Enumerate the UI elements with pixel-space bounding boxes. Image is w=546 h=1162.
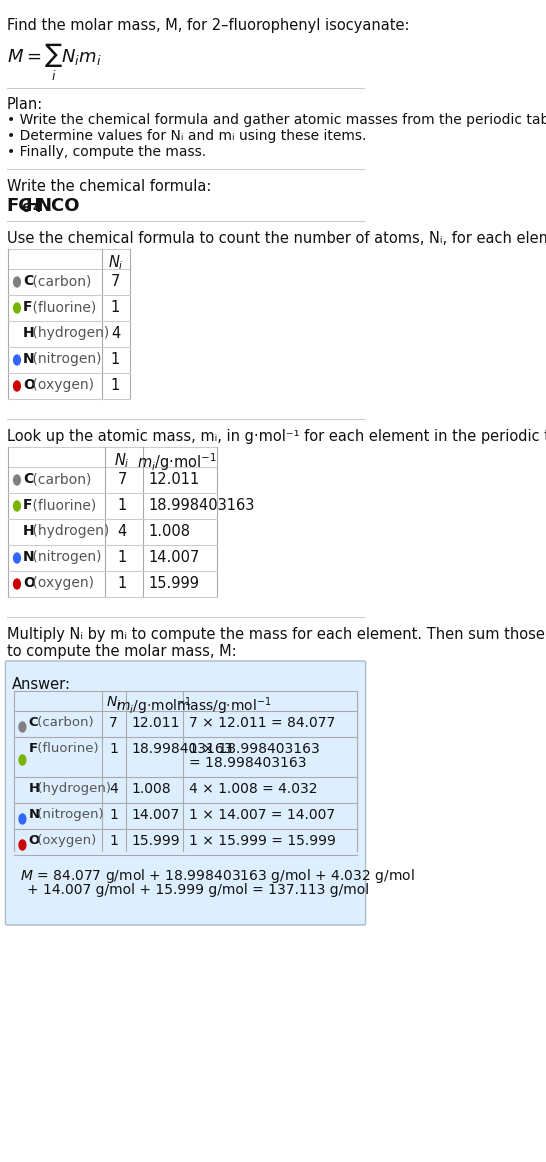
Text: $N_i$: $N_i$ bbox=[106, 695, 121, 711]
Circle shape bbox=[14, 501, 20, 511]
Circle shape bbox=[14, 277, 20, 287]
Circle shape bbox=[19, 755, 26, 765]
Text: 4 × 1.008 = 4.032: 4 × 1.008 = 4.032 bbox=[189, 782, 317, 796]
Text: 7 × 12.011 = 84.077: 7 × 12.011 = 84.077 bbox=[189, 716, 335, 730]
Circle shape bbox=[19, 722, 26, 732]
Circle shape bbox=[19, 815, 26, 824]
Text: • Determine values for Nᵢ and mᵢ using these items.: • Determine values for Nᵢ and mᵢ using t… bbox=[7, 129, 366, 143]
Text: 1 × 18.998403163: 1 × 18.998403163 bbox=[189, 743, 319, 756]
Text: NCO: NCO bbox=[37, 198, 80, 215]
Text: F: F bbox=[28, 743, 38, 755]
Text: H: H bbox=[23, 327, 35, 340]
Text: 1 × 15.999 = 15.999: 1 × 15.999 = 15.999 bbox=[189, 834, 336, 848]
Text: 12.011: 12.011 bbox=[148, 472, 199, 487]
Text: 1: 1 bbox=[118, 576, 127, 591]
Text: $M = \sum_i N_i m_i$: $M = \sum_i N_i m_i$ bbox=[7, 42, 101, 84]
Text: (fluorine): (fluorine) bbox=[28, 300, 97, 314]
Text: 14.007: 14.007 bbox=[131, 808, 180, 822]
Text: mass/g·mol$^{-1}$: mass/g·mol$^{-1}$ bbox=[176, 695, 272, 717]
Text: 1: 1 bbox=[111, 378, 120, 393]
Text: H: H bbox=[25, 198, 40, 215]
Circle shape bbox=[19, 840, 26, 849]
Text: 1: 1 bbox=[109, 743, 118, 756]
Text: (hydrogen): (hydrogen) bbox=[33, 782, 111, 795]
Circle shape bbox=[14, 553, 20, 564]
Text: O: O bbox=[23, 576, 35, 590]
Text: (nitrogen): (nitrogen) bbox=[28, 352, 102, 366]
Text: 1: 1 bbox=[111, 352, 120, 367]
Text: 4: 4 bbox=[118, 524, 127, 539]
Text: (carbon): (carbon) bbox=[28, 472, 92, 486]
Text: 1: 1 bbox=[111, 300, 120, 315]
Text: 15.999: 15.999 bbox=[131, 834, 180, 848]
Text: 1 × 14.007 = 14.007: 1 × 14.007 = 14.007 bbox=[189, 808, 335, 822]
Text: $m_i$/g·mol$^{-1}$: $m_i$/g·mol$^{-1}$ bbox=[136, 451, 217, 473]
Text: H: H bbox=[28, 782, 40, 795]
Text: 18.998403163: 18.998403163 bbox=[148, 498, 254, 512]
Circle shape bbox=[14, 356, 20, 365]
Text: 1.008: 1.008 bbox=[148, 524, 190, 539]
Text: C: C bbox=[28, 716, 38, 729]
Text: $N_i$: $N_i$ bbox=[108, 253, 123, 272]
Text: O: O bbox=[23, 378, 35, 392]
Text: 12.011: 12.011 bbox=[131, 716, 180, 730]
Text: 7: 7 bbox=[109, 716, 118, 730]
Text: (fluorine): (fluorine) bbox=[28, 498, 97, 512]
Text: Multiply Nᵢ by mᵢ to compute the mass for each element. Then sum those values
to: Multiply Nᵢ by mᵢ to compute the mass fo… bbox=[7, 627, 546, 659]
Text: (carbon): (carbon) bbox=[33, 716, 94, 729]
Text: C: C bbox=[23, 472, 33, 486]
Text: 4: 4 bbox=[111, 327, 120, 340]
Text: (hydrogen): (hydrogen) bbox=[28, 327, 109, 340]
Text: 15.999: 15.999 bbox=[148, 576, 199, 591]
Text: Look up the atomic mass, mᵢ, in g·mol⁻¹ for each element in the periodic table:: Look up the atomic mass, mᵢ, in g·mol⁻¹ … bbox=[7, 429, 546, 444]
Text: $m_i$/g·mol$^{-1}$: $m_i$/g·mol$^{-1}$ bbox=[116, 695, 192, 717]
Circle shape bbox=[14, 579, 20, 589]
Text: C: C bbox=[23, 274, 33, 288]
Text: N: N bbox=[23, 550, 35, 564]
Text: 1: 1 bbox=[109, 834, 118, 848]
Text: 1: 1 bbox=[118, 498, 127, 512]
Text: 18.998403163: 18.998403163 bbox=[131, 743, 233, 756]
Text: $M$ = 84.077 g/mol + 18.998403163 g/mol + 4.032 g/mol: $M$ = 84.077 g/mol + 18.998403163 g/mol … bbox=[20, 867, 415, 885]
Text: Find the molar mass, M, for 2–fluorophenyl isocyanate:: Find the molar mass, M, for 2–fluorophen… bbox=[7, 17, 410, 33]
Text: Use the chemical formula to count the number of atoms, Nᵢ, for each element:: Use the chemical formula to count the nu… bbox=[7, 231, 546, 246]
Text: 4: 4 bbox=[109, 782, 118, 796]
Text: $N_i$: $N_i$ bbox=[115, 451, 130, 469]
Text: • Finally, compute the mass.: • Finally, compute the mass. bbox=[7, 145, 206, 159]
Text: Answer:: Answer: bbox=[12, 677, 71, 693]
Text: H: H bbox=[23, 524, 35, 538]
Text: O: O bbox=[28, 834, 40, 847]
Text: (fluorine): (fluorine) bbox=[33, 743, 99, 755]
Text: 1.008: 1.008 bbox=[131, 782, 171, 796]
Circle shape bbox=[14, 381, 20, 390]
Text: (oxygen): (oxygen) bbox=[28, 378, 94, 392]
Text: = 18.998403163: = 18.998403163 bbox=[189, 756, 306, 770]
Text: 7: 7 bbox=[117, 472, 127, 487]
Text: Plan:: Plan: bbox=[7, 96, 43, 112]
Text: 7: 7 bbox=[111, 274, 120, 289]
Text: N: N bbox=[23, 352, 35, 366]
Circle shape bbox=[14, 475, 20, 485]
Text: F: F bbox=[23, 498, 33, 512]
Text: FC: FC bbox=[7, 198, 32, 215]
Text: 1: 1 bbox=[118, 550, 127, 565]
Text: (oxygen): (oxygen) bbox=[33, 834, 97, 847]
Text: • Write the chemical formula and gather atomic masses from the periodic table.: • Write the chemical formula and gather … bbox=[7, 113, 546, 127]
Text: (nitrogen): (nitrogen) bbox=[33, 808, 104, 822]
Text: 4: 4 bbox=[33, 202, 41, 215]
Text: 1: 1 bbox=[109, 808, 118, 822]
Text: (nitrogen): (nitrogen) bbox=[28, 550, 102, 564]
Text: Write the chemical formula:: Write the chemical formula: bbox=[7, 179, 211, 194]
Text: + 14.007 g/mol + 15.999 g/mol = 137.113 g/mol: + 14.007 g/mol + 15.999 g/mol = 137.113 … bbox=[27, 883, 369, 897]
Circle shape bbox=[14, 303, 20, 313]
Text: 6: 6 bbox=[21, 202, 29, 215]
Text: (carbon): (carbon) bbox=[28, 274, 92, 288]
FancyBboxPatch shape bbox=[5, 661, 366, 925]
Text: 14.007: 14.007 bbox=[148, 550, 199, 565]
Text: F: F bbox=[23, 300, 33, 314]
Text: N: N bbox=[28, 808, 40, 822]
Text: (oxygen): (oxygen) bbox=[28, 576, 94, 590]
Text: (hydrogen): (hydrogen) bbox=[28, 524, 109, 538]
